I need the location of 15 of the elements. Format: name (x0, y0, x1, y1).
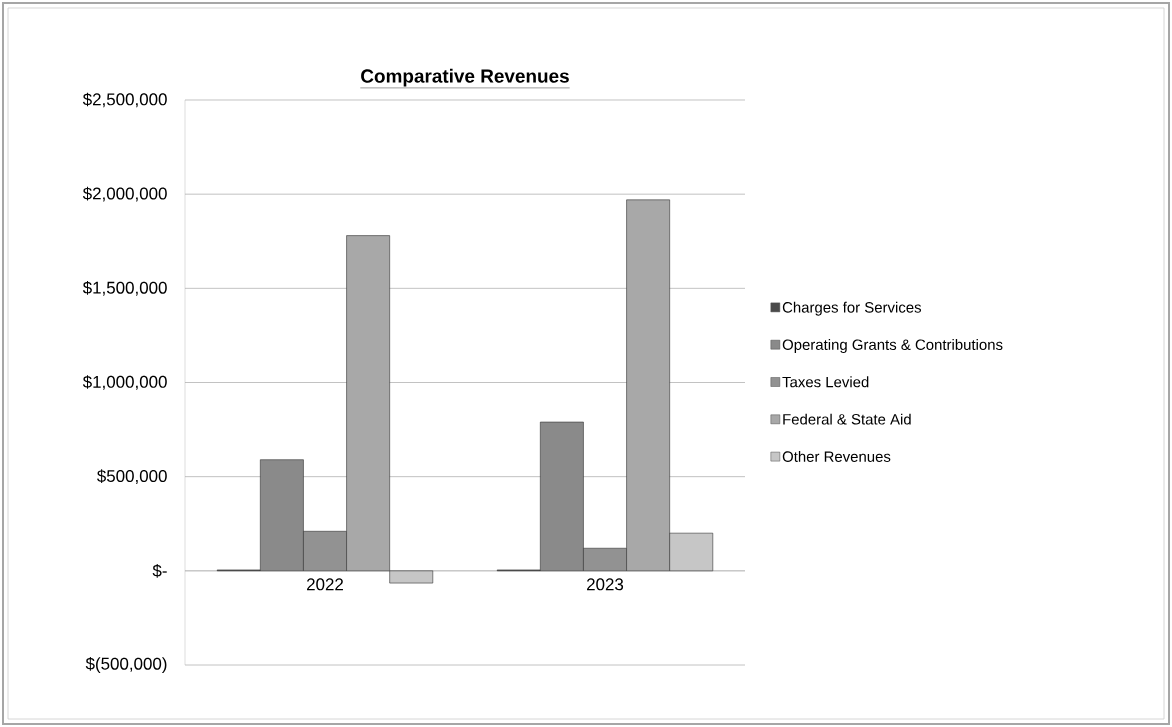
y-tick-label: $2,500,000 (82, 92, 167, 108)
legend-label: Federal & State Aid (783, 413, 911, 425)
chart-title: Comparative Revenues (361, 68, 569, 87)
y-tick-label: $1,500,000 (82, 280, 167, 296)
legend-label: Taxes Levied (782, 376, 869, 388)
legend-label: Other Revenues (782, 450, 891, 462)
y-tick-label: $2,000,000 (82, 186, 167, 202)
x-tick-label: 2022 (307, 578, 343, 591)
y-tick-label: $(500,000) (85, 656, 167, 674)
legend-label: Charges for Services (782, 301, 922, 316)
y-tick-label: $1,000,000 (82, 375, 167, 390)
x-tick-label: 2023 (587, 578, 624, 591)
y-tick-label: $- (152, 563, 167, 578)
legend-label: Operating Grants & Contributions (782, 339, 1003, 353)
y-tick-label: $500,000 (97, 469, 167, 485)
